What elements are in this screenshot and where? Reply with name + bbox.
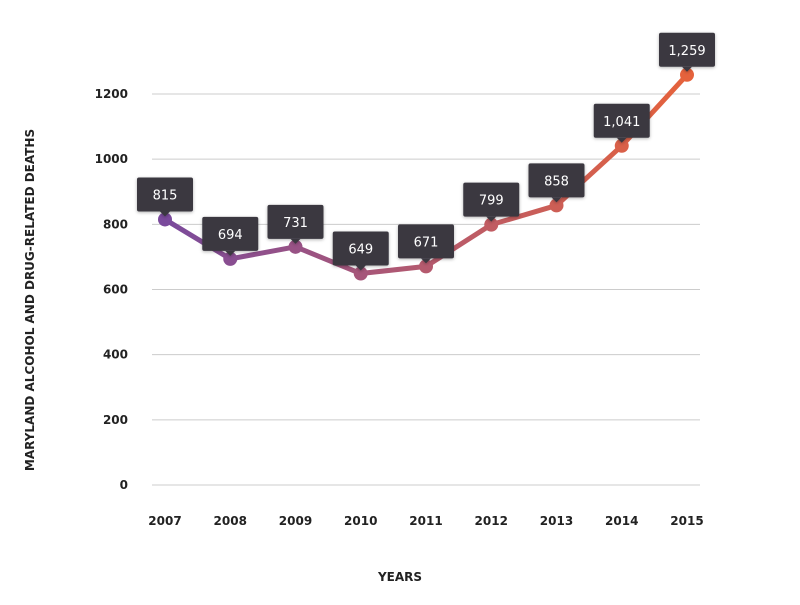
data-label-text: 694 [218, 228, 243, 243]
data-label-text: 649 [348, 243, 373, 258]
data-point[interactable] [614, 138, 629, 153]
x-tick-label: 2015 [670, 514, 703, 528]
x-tick-label: 2008 [214, 514, 247, 528]
data-label-text: 731 [283, 216, 308, 231]
data-label: 671 [398, 224, 454, 264]
data-point[interactable] [353, 266, 368, 281]
data-label-text: 671 [414, 235, 439, 250]
y-tick-label: 1000 [95, 152, 128, 166]
data-label-text: 1,259 [668, 44, 705, 59]
data-point[interactable] [484, 217, 499, 232]
y-axis-label: MARYLAND ALCOHOL AND DRUG-RELATED DEATHS [23, 129, 37, 471]
data-label: 1,259 [659, 32, 715, 72]
data-label-text: 815 [153, 188, 178, 203]
data-label: 731 [267, 204, 324, 244]
y-tick-label: 0 [120, 478, 128, 492]
y-tick-label: 600 [103, 283, 128, 297]
y-tick-label: 800 [103, 217, 128, 231]
x-axis-label: YEARS [377, 570, 422, 584]
x-tick-label: 2007 [148, 514, 181, 528]
data-point[interactable] [549, 198, 564, 213]
data-label-text: 858 [544, 174, 569, 189]
data-point[interactable] [680, 67, 694, 82]
data-label: 858 [528, 163, 585, 203]
x-tick-label: 2010 [344, 514, 377, 528]
x-tick-label: 2009 [279, 514, 312, 528]
x-tick-label: 2011 [409, 514, 442, 528]
data-label: 815 [137, 177, 193, 217]
x-tick-label: 2014 [605, 514, 638, 528]
x-tick-label: 2012 [475, 514, 508, 528]
y-tick-label: 1200 [95, 87, 128, 101]
data-label: 1,041 [593, 103, 650, 143]
y-tick-label: 400 [103, 348, 128, 362]
data-label: 694 [202, 216, 259, 256]
data-label-text: 799 [479, 194, 504, 209]
data-label: 799 [463, 182, 520, 222]
data-point[interactable] [158, 212, 172, 227]
x-tick-label: 2013 [540, 514, 573, 528]
data-label-text: 1,041 [603, 115, 640, 130]
data-label: 649 [332, 231, 389, 271]
data-point[interactable] [223, 251, 238, 266]
data-point[interactable] [419, 259, 433, 274]
data-point[interactable] [288, 239, 303, 254]
y-tick-label: 200 [103, 413, 128, 427]
